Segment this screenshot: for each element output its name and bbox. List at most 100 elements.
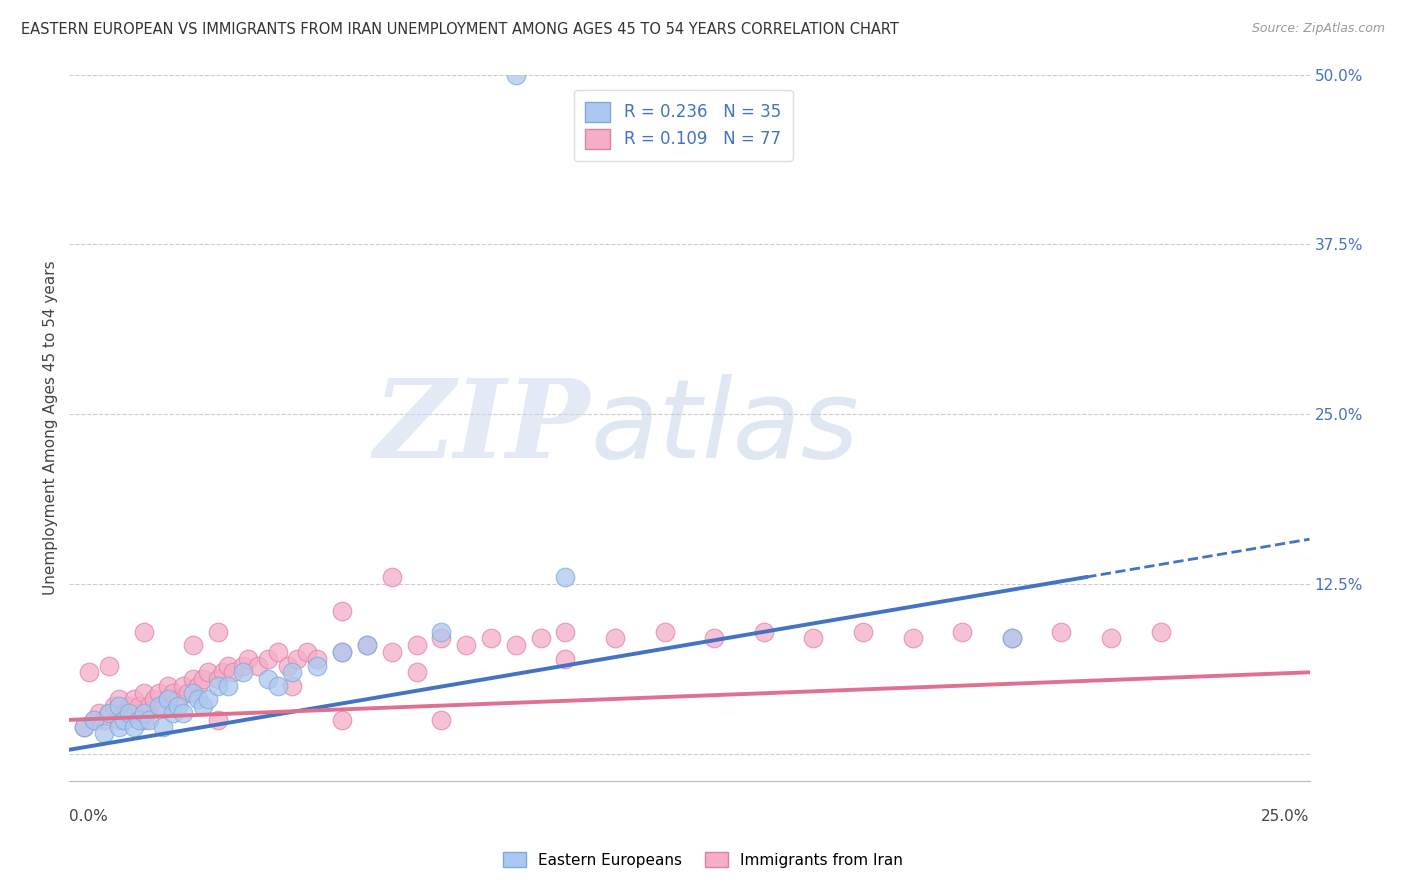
Point [505,68,527,82]
Point [356,638,378,652]
Point [132,624,155,639]
Point [281,665,304,680]
Point [256,672,278,686]
Point [703,632,725,646]
Point [430,713,453,727]
Point [128,699,150,714]
Point [256,651,278,665]
Point [73,720,96,734]
Text: Source: ZipAtlas.com: Source: ZipAtlas.com [1251,22,1385,36]
Point [803,632,825,646]
Point [1099,632,1122,646]
Point [128,713,150,727]
Point [93,713,115,727]
Point [118,706,141,720]
Point [207,624,229,639]
Point [222,665,245,680]
Text: 25.0%: 25.0% [1261,809,1309,824]
Legend: R = 0.236   N = 35, R = 0.109   N = 77: R = 0.236 N = 35, R = 0.109 N = 77 [574,90,793,161]
Point [287,651,309,665]
Point [1050,624,1073,639]
Point [122,706,145,720]
Point [217,679,239,693]
Point [281,679,304,693]
Point [554,651,576,665]
Point [193,672,215,686]
Point [232,658,254,673]
Point [297,645,319,659]
Point [381,570,404,584]
Point [118,699,141,714]
Point [603,632,626,646]
Point [112,706,135,720]
Point [405,638,427,652]
Point [330,713,353,727]
Point [97,706,120,720]
Point [246,658,269,673]
Point [852,624,875,639]
Point [73,720,96,734]
Point [266,679,288,693]
Point [83,713,105,727]
Point [172,706,194,720]
Point [330,604,353,618]
Point [430,624,453,639]
Point [236,651,259,665]
Point [950,624,973,639]
Point [162,686,184,700]
Point [181,638,204,652]
Point [330,645,353,659]
Point [1001,632,1024,646]
Point [167,692,190,706]
Point [479,632,502,646]
Point [276,658,298,673]
Point [1150,624,1173,639]
Point [529,632,551,646]
Point [103,699,125,714]
Text: EASTERN EUROPEAN VS IMMIGRANTS FROM IRAN UNEMPLOYMENT AMONG AGES 45 TO 54 YEARS : EASTERN EUROPEAN VS IMMIGRANTS FROM IRAN… [21,22,898,37]
Point [97,658,120,673]
Point [356,638,378,652]
Point [108,720,131,734]
Point [177,686,200,700]
Point [181,686,204,700]
Point [108,699,131,714]
Point [157,679,180,693]
Text: ZIP: ZIP [374,374,591,482]
Point [193,699,215,714]
Point [142,692,165,706]
Point [207,713,229,727]
Point [307,658,329,673]
Point [157,692,180,706]
Point [83,713,105,727]
Point [197,692,219,706]
Point [138,713,160,727]
Point [152,699,174,714]
Point [405,665,427,680]
Point [266,645,288,659]
Text: atlas: atlas [591,375,859,482]
Point [181,672,204,686]
Point [207,672,229,686]
Point [167,699,190,714]
Point [554,624,576,639]
Point [212,665,235,680]
Point [157,692,180,706]
Point [217,658,239,673]
Point [112,713,135,727]
Legend: Eastern Europeans, Immigrants from Iran: Eastern Europeans, Immigrants from Iran [495,844,911,875]
Point [122,720,145,734]
Point [554,570,576,584]
Point [187,692,209,706]
Point [132,706,155,720]
Point [108,713,131,727]
Text: 0.0%: 0.0% [69,809,108,824]
Point [97,706,120,720]
Point [122,692,145,706]
Point [752,624,775,639]
Point [132,713,155,727]
Point [162,706,184,720]
Point [152,720,174,734]
Point [381,645,404,659]
Point [307,651,329,665]
